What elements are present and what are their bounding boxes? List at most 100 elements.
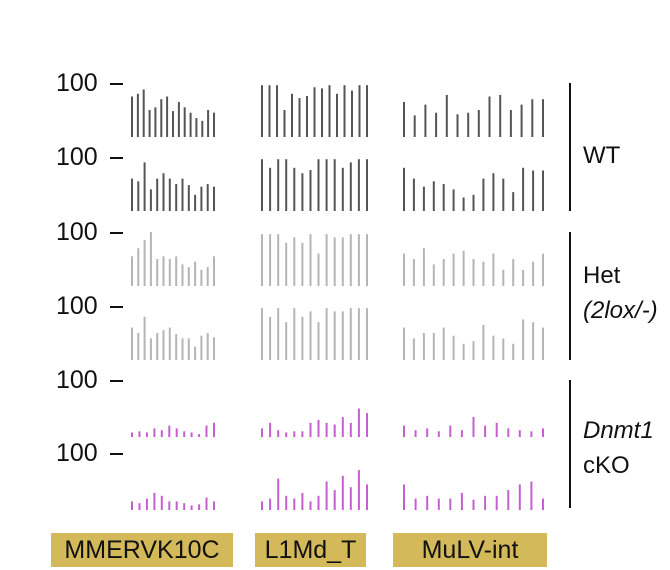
methylation-bar <box>422 186 425 211</box>
methylation-bar <box>160 430 163 437</box>
methylation-bar <box>325 159 328 211</box>
methylation-bar <box>195 118 198 137</box>
methylation-bar <box>206 267 209 286</box>
methylation-bar <box>143 316 146 360</box>
methylation-bar <box>325 308 328 360</box>
methylation-bar <box>403 425 405 437</box>
y-tick-label: 100 <box>56 439 98 467</box>
methylation-bar <box>194 194 197 211</box>
methylation-bar <box>205 425 208 437</box>
methylation-bar <box>269 234 272 286</box>
methylation-bar <box>403 327 405 360</box>
methylation-bar <box>285 322 288 360</box>
methylation-bar <box>341 417 344 437</box>
te-family-label-2: MuLV-int <box>393 533 547 567</box>
methylation-bar <box>261 85 263 137</box>
methylation-bar <box>198 504 201 510</box>
methylation-bar <box>145 432 148 437</box>
methylation-bar <box>213 112 215 137</box>
methylation-bar <box>137 181 140 211</box>
methylation-bar <box>277 430 280 437</box>
methylation-bar <box>349 162 352 211</box>
methylation-bar <box>349 487 352 510</box>
methylation-bar <box>291 93 293 137</box>
methylation-bar <box>207 110 210 137</box>
methylation-bar <box>313 87 316 137</box>
methylation-bar <box>426 428 429 437</box>
methylation-bar <box>261 159 263 211</box>
methylation-bar <box>200 186 203 211</box>
methylation-bar <box>462 250 465 286</box>
methylation-bar <box>456 114 459 137</box>
methylation-bar <box>435 112 438 137</box>
methylation-bar <box>149 189 152 211</box>
methylation-bar <box>183 503 186 510</box>
methylation-bar <box>198 434 201 437</box>
y-tick-mark <box>110 232 123 234</box>
methylation-bar <box>512 343 515 360</box>
methylation-bar <box>531 99 534 137</box>
methylation-bar <box>542 99 544 137</box>
methylation-bar <box>156 259 159 286</box>
methylation-bar <box>131 256 133 286</box>
methylation-bar <box>283 110 286 137</box>
methylation-bar <box>341 311 344 360</box>
group-bracket-wt <box>569 83 571 211</box>
methylation-bar <box>366 159 368 211</box>
methylation-bar <box>484 425 487 437</box>
methylation-bar <box>190 432 193 437</box>
methylation-bar <box>269 167 272 211</box>
methylation-bar <box>317 322 320 360</box>
methylation-bar <box>472 194 475 211</box>
methylation-bar <box>206 184 209 211</box>
methylation-bar <box>502 178 505 211</box>
methylation-bar <box>432 264 435 286</box>
methylation-bar <box>149 338 152 360</box>
methylation-bar <box>301 431 304 437</box>
methylation-bar <box>472 417 475 437</box>
methylation-bar <box>492 335 495 360</box>
methylation-bar <box>432 333 435 360</box>
methylation-bar <box>187 185 190 211</box>
methylation-bar <box>160 495 163 511</box>
methylation-bar <box>181 178 184 211</box>
methylation-bar <box>156 178 159 211</box>
methylation-bar <box>138 503 141 510</box>
methylation-bar <box>333 237 336 286</box>
methylation-bar <box>183 107 186 137</box>
methylation-bar <box>213 337 215 360</box>
methylation-bar <box>325 234 328 286</box>
methylation-bar <box>175 428 178 437</box>
te-family-label-0: MMERVK10C <box>51 533 233 567</box>
methylation-bar <box>366 308 368 360</box>
methylation-bar <box>542 498 544 510</box>
methylation-bar <box>181 264 184 286</box>
methylation-bar <box>403 101 405 137</box>
group-label-line2: (2lox/-) <box>583 297 658 324</box>
methylation-bar <box>301 316 304 360</box>
methylation-bar <box>424 104 427 137</box>
methylation-bar <box>309 311 312 360</box>
methylation-bar <box>472 341 475 360</box>
methylation-bar <box>143 162 146 211</box>
methylation-bar <box>201 120 204 137</box>
methylation-bar <box>149 232 152 286</box>
methylation-bar <box>452 253 455 286</box>
methylation-bar <box>131 501 133 510</box>
methylation-bar <box>413 115 416 137</box>
methylation-bar <box>437 431 440 437</box>
methylation-bar <box>442 184 445 211</box>
y-tick-mark <box>110 157 123 159</box>
methylation-bar <box>488 96 491 137</box>
methylation-bar <box>293 431 296 437</box>
group-label-line1: WT <box>583 142 621 169</box>
methylation-bar <box>518 484 521 510</box>
methylation-bar <box>321 88 323 137</box>
methylation-bar <box>309 501 312 510</box>
methylation-bar <box>156 333 159 360</box>
methylation-bar <box>412 178 415 211</box>
methylation-bar <box>412 259 415 286</box>
methylation-bar <box>200 269 203 286</box>
methylation-bar <box>467 112 470 137</box>
